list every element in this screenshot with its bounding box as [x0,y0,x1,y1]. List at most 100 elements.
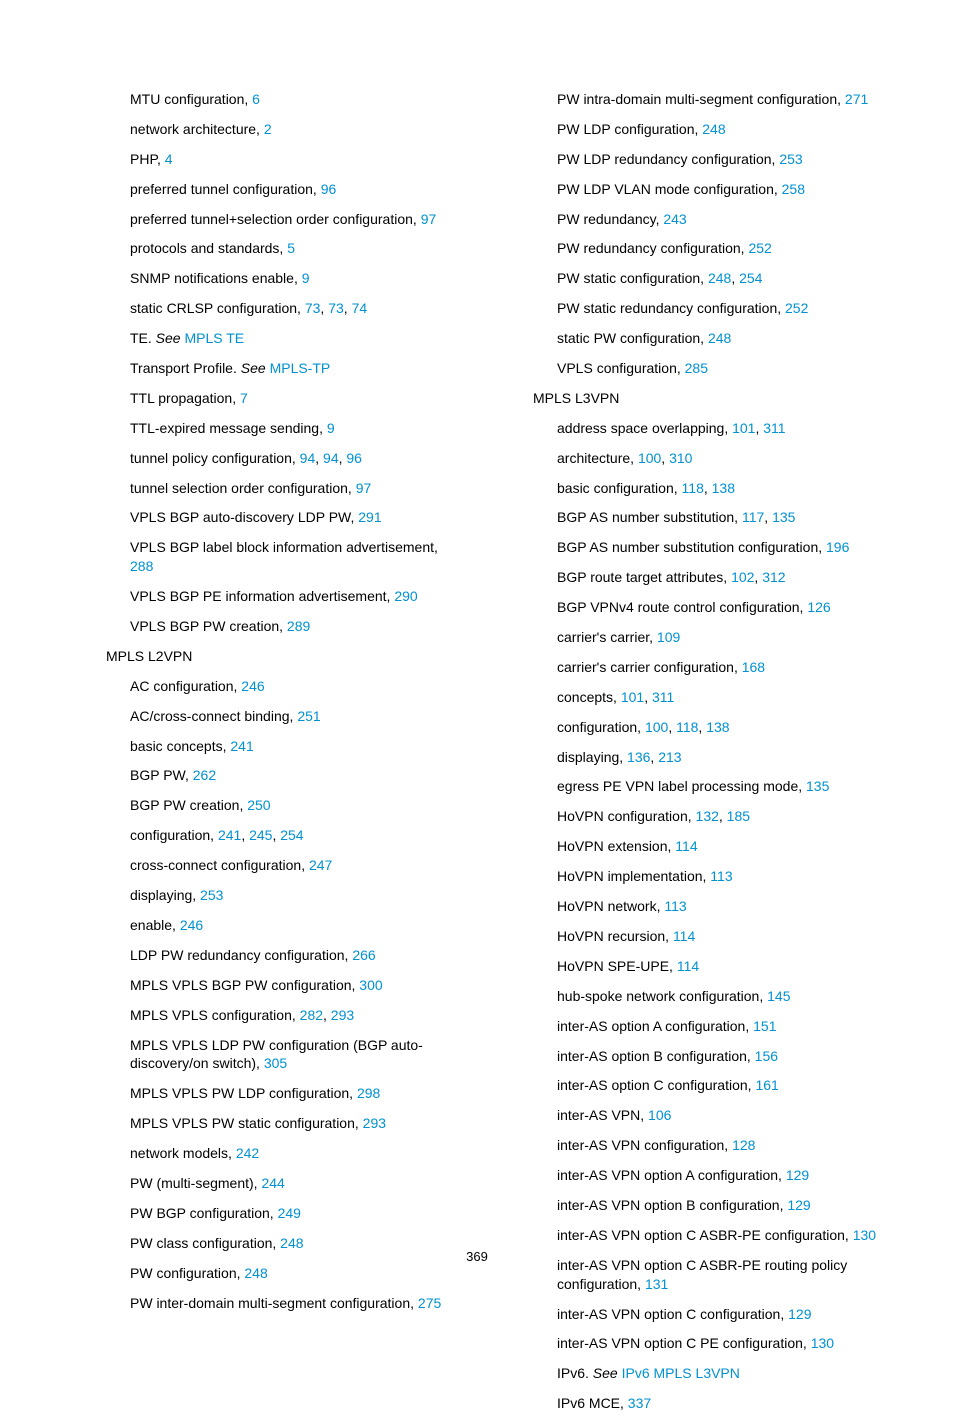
page-link[interactable]: 100 [638,450,661,466]
page-link[interactable]: 310 [669,450,692,466]
page-link[interactable]: 300 [359,977,382,993]
page-link[interactable]: 6 [252,91,260,107]
page-link[interactable]: 305 [264,1055,287,1071]
page-link[interactable]: 337 [628,1395,651,1411]
page-link[interactable]: 213 [658,749,681,765]
page-link[interactable]: 248 [708,270,731,286]
page-link[interactable]: 293 [331,1007,354,1023]
page-link[interactable]: 117 [742,509,764,525]
page-link[interactable]: 288 [130,558,153,574]
page-link[interactable]: 9 [327,420,335,436]
page-link[interactable]: 196 [826,539,849,555]
page-link[interactable]: 94 [323,450,339,466]
see-reference-link[interactable]: MPLS TE [184,330,244,346]
page-link[interactable]: 271 [845,91,868,107]
page-link[interactable]: 97 [421,211,437,227]
index-text: PW intra-domain multi-segment configurat… [557,91,845,107]
page-link[interactable]: 100 [645,719,668,735]
page-link[interactable]: 266 [352,947,375,963]
page-link[interactable]: 130 [811,1335,834,1351]
page-link[interactable]: 94 [300,450,316,466]
page-link[interactable]: 109 [657,629,680,645]
page-link[interactable]: 151 [753,1018,776,1034]
page-link[interactable]: 168 [742,659,765,675]
page-link[interactable]: 291 [358,509,381,525]
page-link[interactable]: 252 [785,300,808,316]
page-link[interactable]: 113 [710,868,732,884]
page-link[interactable]: 2 [264,121,272,137]
page-link[interactable]: 247 [309,857,332,873]
page-link[interactable]: 73 [305,300,321,316]
page-link[interactable]: 9 [302,270,310,286]
page-link[interactable]: 7 [240,390,248,406]
page-link[interactable]: 243 [663,211,686,227]
page-link[interactable]: 129 [786,1167,809,1183]
page-link[interactable]: 289 [287,618,310,634]
page-link[interactable]: 114 [677,958,699,974]
page-link[interactable]: 298 [357,1085,380,1101]
page-link[interactable]: 245 [249,827,272,843]
page-link[interactable]: 253 [200,887,223,903]
page-link[interactable]: 241 [230,738,253,754]
page-link[interactable]: 248 [708,330,731,346]
see-reference-link[interactable]: MPLS-TP [270,360,331,376]
page-link[interactable]: 96 [346,450,362,466]
page-link[interactable]: 282 [300,1007,323,1023]
page-link[interactable]: 293 [363,1115,386,1131]
page-link[interactable]: 249 [278,1205,301,1221]
page-link[interactable]: 246 [180,917,203,933]
see-reference-link[interactable]: IPv6 MPLS L3VPN [622,1365,740,1381]
page-link[interactable]: 102 [731,569,754,585]
page-link[interactable]: 135 [806,778,829,794]
page-link[interactable]: 248 [702,121,725,137]
page-link[interactable]: 101 [621,689,644,705]
page-link[interactable]: 311 [763,420,785,436]
page-link[interactable]: 156 [755,1048,778,1064]
page-link[interactable]: 251 [297,708,320,724]
page-link[interactable]: 114 [673,928,695,944]
page-link[interactable]: 5 [287,240,295,256]
page-link[interactable]: 131 [645,1276,668,1292]
page-link[interactable]: 96 [321,181,337,197]
page-link[interactable]: 97 [356,480,372,496]
page-link[interactable]: 136 [627,749,650,765]
page-link[interactable]: 73 [328,300,344,316]
page-link[interactable]: 130 [853,1227,876,1243]
page-link[interactable]: 74 [352,300,368,316]
page-link[interactable]: 185 [727,808,750,824]
page-link[interactable]: 262 [193,767,216,783]
page-link[interactable]: 4 [165,151,173,167]
page-link[interactable]: 253 [779,151,802,167]
page-link[interactable]: 129 [788,1306,811,1322]
page-link[interactable]: 118 [682,480,704,496]
page-link[interactable]: 285 [685,360,708,376]
page-link[interactable]: 126 [807,599,830,615]
page-link[interactable]: 244 [261,1175,284,1191]
page-link[interactable]: 114 [675,838,697,854]
page-link[interactable]: 106 [648,1107,671,1123]
page-link[interactable]: 248 [244,1265,267,1281]
page-link[interactable]: 161 [755,1077,778,1093]
page-link[interactable]: 311 [652,689,674,705]
page-link[interactable]: 241 [218,827,241,843]
page-link[interactable]: 275 [418,1295,441,1311]
page-link[interactable]: 132 [696,808,719,824]
page-link[interactable]: 312 [762,569,785,585]
page-link[interactable]: 250 [247,797,270,813]
page-link[interactable]: 135 [772,509,795,525]
page-link[interactable]: 129 [787,1197,810,1213]
page-link[interactable]: 128 [732,1137,755,1153]
page-link[interactable]: 254 [739,270,762,286]
page-link[interactable]: 145 [767,988,790,1004]
page-link[interactable]: 254 [280,827,303,843]
page-link[interactable]: 246 [241,678,264,694]
page-link[interactable]: 138 [706,719,729,735]
page-link[interactable]: 258 [782,181,805,197]
page-link[interactable]: 252 [748,240,771,256]
page-link[interactable]: 138 [712,480,735,496]
page-link[interactable]: 242 [236,1145,259,1161]
page-link[interactable]: 113 [664,898,686,914]
page-link[interactable]: 118 [676,719,698,735]
page-link[interactable]: 290 [394,588,417,604]
page-link[interactable]: 101 [732,420,755,436]
